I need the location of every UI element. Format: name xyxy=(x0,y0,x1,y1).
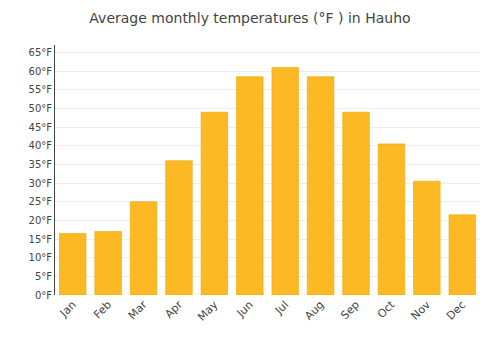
svg-text:Oct: Oct xyxy=(375,298,398,321)
svg-text:Aug: Aug xyxy=(302,298,326,322)
svg-text:50°F: 50°F xyxy=(29,103,53,114)
svg-text:0°F: 0°F xyxy=(35,290,52,301)
svg-text:Jul: Jul xyxy=(272,298,291,317)
svg-text:Mar: Mar xyxy=(126,298,150,322)
svg-text:65°F: 65°F xyxy=(29,47,53,58)
svg-text:20°F: 20°F xyxy=(29,215,53,226)
svg-text:40°F: 40°F xyxy=(29,140,53,151)
svg-text:45°F: 45°F xyxy=(29,122,53,133)
svg-text:5°F: 5°F xyxy=(35,271,52,282)
svg-text:Nov: Nov xyxy=(409,298,434,323)
svg-text:Dec: Dec xyxy=(444,298,468,322)
svg-text:25°F: 25°F xyxy=(29,196,53,207)
svg-text:35°F: 35°F xyxy=(29,159,53,170)
svg-text:Sep: Sep xyxy=(338,298,362,322)
svg-text:Jan: Jan xyxy=(57,298,79,320)
svg-text:Apr: Apr xyxy=(162,298,185,321)
svg-text:30°F: 30°F xyxy=(29,178,53,189)
svg-text:15°F: 15°F xyxy=(29,234,53,245)
svg-text:10°F: 10°F xyxy=(29,252,53,263)
svg-text:May: May xyxy=(195,298,221,324)
svg-text:Average monthly temperatures (: Average monthly temperatures (°F ) in Ha… xyxy=(89,10,410,26)
svg-text:Feb: Feb xyxy=(91,298,114,321)
svg-text:Jun: Jun xyxy=(234,298,256,320)
svg-text:60°F: 60°F xyxy=(29,66,53,77)
svg-text:55°F: 55°F xyxy=(29,84,53,95)
